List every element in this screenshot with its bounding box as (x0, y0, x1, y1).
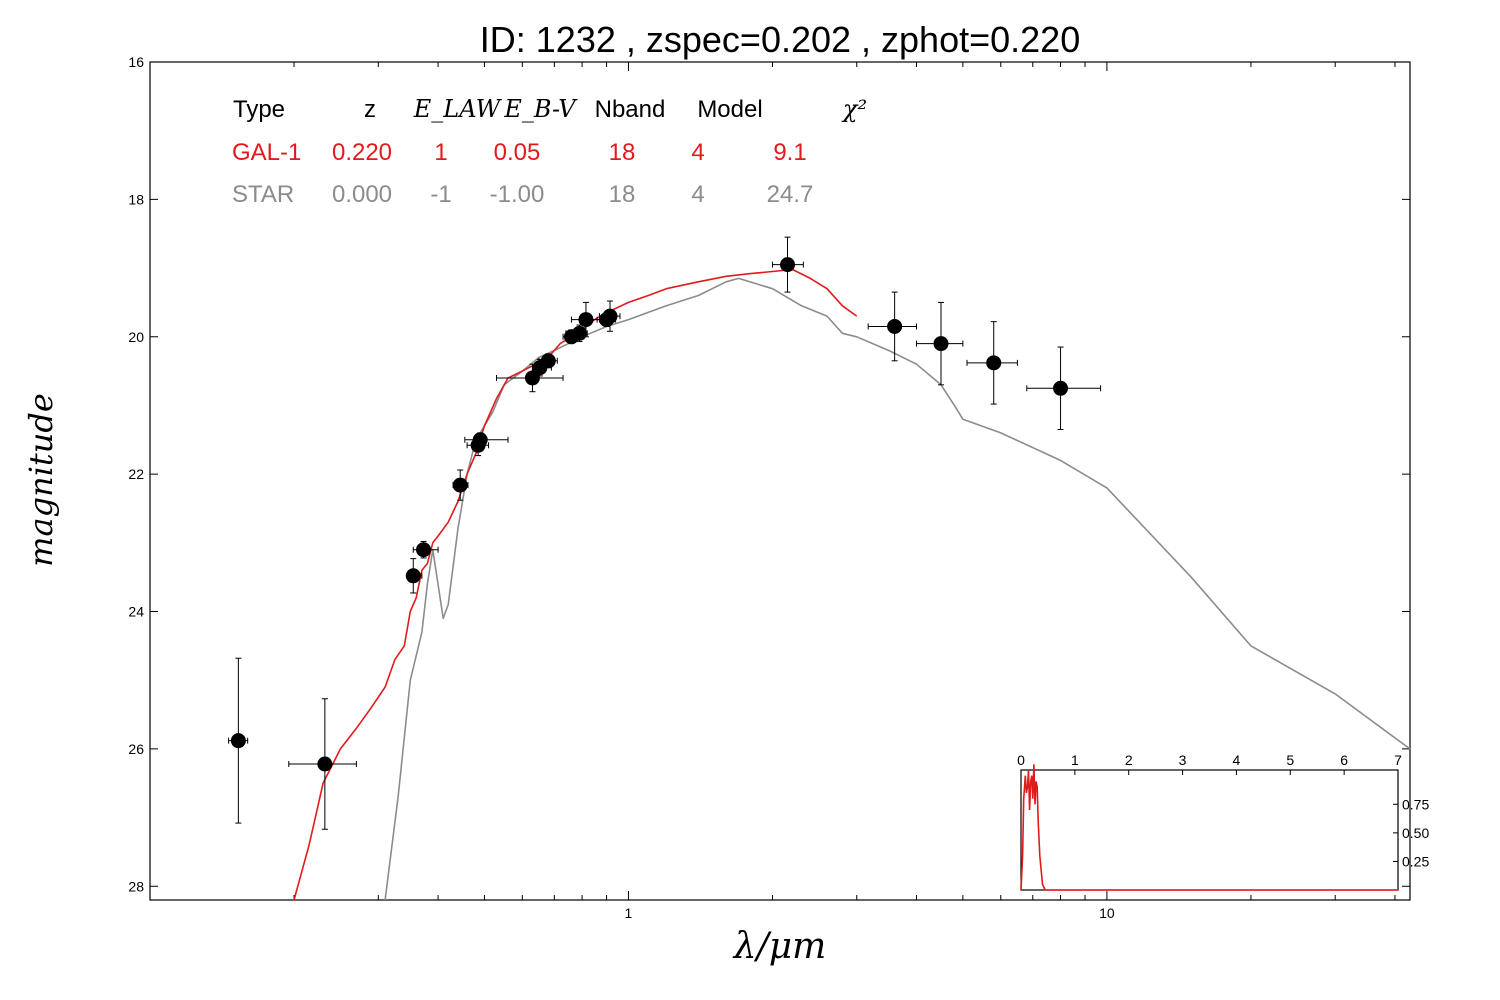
data-point (472, 432, 488, 448)
data-point (571, 325, 587, 341)
fit-table: Type z E_LAW E_B-V Nband Model χ² GAL-1 0.220 1 0.… (232, 95, 867, 208)
table-header: E_B-V (503, 95, 578, 123)
redshift-pdf-curve (1020, 764, 1398, 891)
x-axis-label: λ/μm (732, 926, 826, 967)
table-cell-star: 18 (609, 181, 636, 208)
data-point (887, 318, 903, 334)
x-axis-ticks: 1 10 (149, 62, 1396, 921)
y-tick-label: 28 (128, 878, 144, 894)
table-cell-gal: 18 (609, 139, 636, 166)
galaxy-model-curve (293, 268, 858, 901)
table-header: z (364, 96, 376, 123)
table-cell-star: 0.000 (332, 181, 392, 208)
x-tick-label: 10 (1099, 905, 1115, 921)
data-point (986, 355, 1002, 371)
table-cell-star: -1 (430, 181, 451, 208)
photometry-points (228, 236, 1102, 830)
chart-title: ID: 1232 , zspec=0.202 , zphot=0.220 (480, 19, 1080, 60)
table-cell-gal: GAL-1 (232, 139, 301, 166)
table-cell-gal: 4 (691, 139, 704, 166)
inset-x-tick-label: 3 (1179, 752, 1187, 768)
y-tick-label: 22 (128, 466, 144, 482)
inset-frame (1020, 769, 1399, 891)
table-cell-gal: 9.1 (773, 139, 806, 166)
redshift-pdf-inset: 0 1 2 3 4 5 6 7 0.25 0.50 0.75 (1017, 752, 1429, 891)
data-point (1053, 380, 1069, 396)
data-point (780, 257, 796, 273)
inset-y-tick-label: 0.75 (1402, 796, 1429, 812)
data-point (317, 756, 333, 772)
inset-y-tick-label: 0.25 (1402, 853, 1429, 869)
inset-x-tick-label: 5 (1286, 752, 1294, 768)
y-tick-label: 26 (128, 741, 144, 757)
table-header: Nband (595, 96, 666, 123)
x-tick-label: 1 (625, 905, 633, 921)
inset-x-tick-label: 6 (1340, 752, 1348, 768)
y-tick-label: 20 (128, 329, 144, 345)
y-tick-label: 16 (128, 54, 144, 70)
data-point (524, 370, 540, 386)
data-point (540, 353, 556, 369)
table-cell-gal: 0.220 (332, 139, 392, 166)
data-point (602, 308, 618, 324)
plot-frame (149, 61, 1411, 901)
data-point (578, 312, 594, 328)
data-point (452, 477, 468, 493)
table-header: E_LAW (413, 95, 503, 123)
data-point (230, 733, 246, 749)
table-cell-gal: 1 (434, 139, 447, 166)
table-cell-star: STAR (232, 181, 294, 208)
inset-y-tick-label: 0.50 (1402, 825, 1429, 841)
y-axis-label: magnitude (22, 393, 60, 567)
y-tick-label: 24 (128, 604, 144, 620)
y-tick-label: 18 (128, 191, 144, 207)
inset-x-tick-label: 2 (1125, 752, 1133, 768)
inset-x-tick-label: 4 (1233, 752, 1241, 768)
data-point (416, 542, 432, 558)
table-header: Model (697, 96, 762, 123)
table-header: χ² (841, 95, 867, 123)
data-point (933, 336, 949, 352)
table-cell-gal: 0.05 (494, 139, 541, 166)
table-cell-star: -1.00 (490, 181, 545, 208)
table-header: Type (233, 96, 285, 123)
star-model-curve (384, 277, 1411, 901)
inset-x-tick-label: 0 (1017, 752, 1025, 768)
data-point (405, 568, 421, 584)
inset-x-tick-label: 7 (1394, 752, 1402, 768)
table-cell-star: 4 (691, 181, 704, 208)
table-cell-star: 24.7 (767, 181, 814, 208)
inset-x-tick-label: 1 (1071, 752, 1079, 768)
model-curves (293, 268, 1411, 901)
